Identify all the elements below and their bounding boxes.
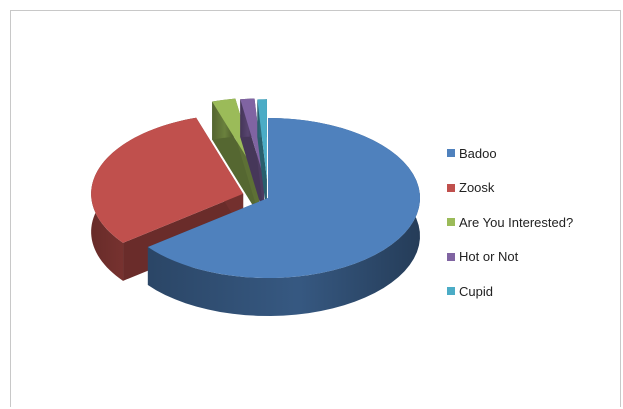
pie-slice-badoo <box>147 118 421 316</box>
legend-swatch <box>447 149 455 158</box>
legend-item-badoo: Badoo <box>447 136 573 171</box>
legend-swatch <box>447 183 455 192</box>
legend-swatch <box>447 252 455 261</box>
legend-item-cupid: Cupid <box>447 274 573 309</box>
legend-label: Badoo <box>459 145 497 161</box>
legend: Badoo Zoosk Are You Interested? Hot or Not C… <box>447 136 573 309</box>
legend-item-are-you-interested: Are You Interested? <box>447 205 573 240</box>
legend-item-hot-or-not: Hot or Not <box>447 240 573 275</box>
legend-swatch <box>447 287 455 296</box>
legend-swatch <box>447 218 455 227</box>
legend-label: Cupid <box>459 283 493 299</box>
legend-label: Are You Interested? <box>459 214 574 230</box>
legend-label: Zoosk <box>459 180 495 196</box>
legend-label: Hot or Not <box>459 249 519 265</box>
pie-slice-hot-or-not <box>240 98 265 217</box>
legend-item-zoosk: Zoosk <box>447 171 573 206</box>
pie-slice-cupid <box>257 99 267 218</box>
